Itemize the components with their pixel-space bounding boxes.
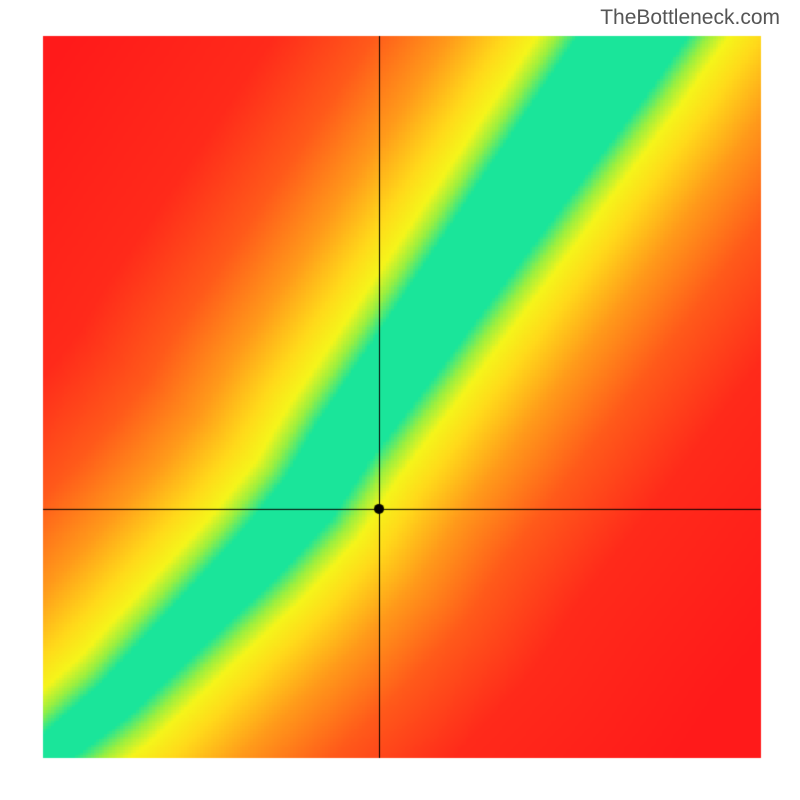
bottleneck-heatmap — [0, 0, 800, 800]
watermark-text: TheBottleneck.com — [600, 6, 780, 30]
chart-container: TheBottleneck.com — [0, 0, 800, 800]
